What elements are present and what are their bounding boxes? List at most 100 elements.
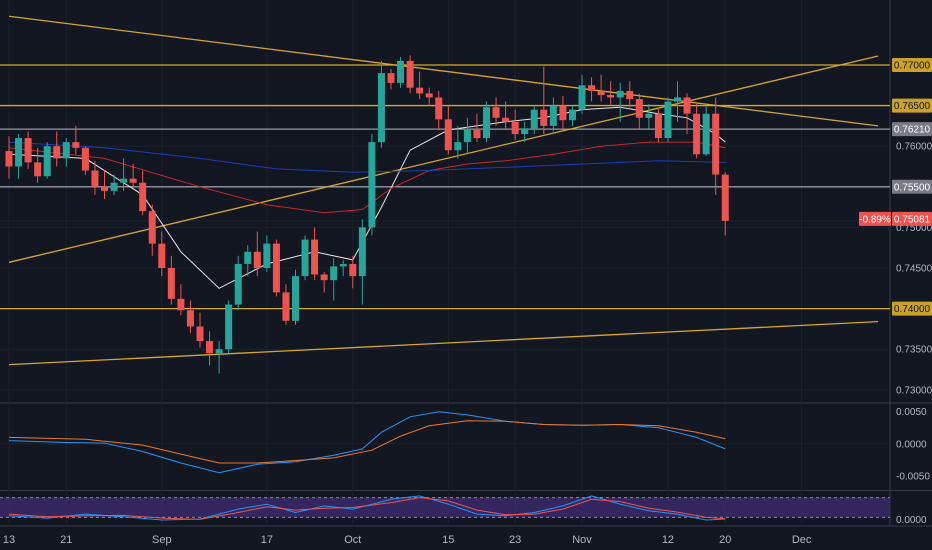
candle-body[interactable] <box>540 109 548 126</box>
candle-body[interactable] <box>377 73 385 143</box>
candle-body[interactable] <box>34 162 42 177</box>
macd-tick-label: 0.0000 <box>896 439 927 450</box>
candle-body[interactable] <box>206 341 214 354</box>
candle-body[interactable] <box>406 60 414 88</box>
candle-body[interactable] <box>330 266 338 281</box>
price-tick-label: 0.73500 <box>896 345 932 356</box>
candle-body[interactable] <box>81 147 89 171</box>
candle-body[interactable] <box>568 109 576 121</box>
candle-body[interactable] <box>139 182 147 212</box>
candle-body[interactable] <box>511 121 519 134</box>
candle-body[interactable] <box>43 146 51 177</box>
macd-tick-label: -0.0050 <box>896 471 930 482</box>
candle-body[interactable] <box>110 182 118 191</box>
candle-body[interactable] <box>5 151 13 167</box>
candle-body[interactable] <box>454 142 462 151</box>
candle-body[interactable] <box>721 174 729 221</box>
moving-average-line <box>8 141 726 173</box>
candle-body[interactable] <box>196 326 204 342</box>
candle-body[interactable] <box>15 138 23 167</box>
candle-body[interactable] <box>177 298 185 311</box>
macd-series-line <box>8 420 726 464</box>
candle-body[interactable] <box>339 263 347 267</box>
candle-body[interactable] <box>530 109 538 129</box>
candle-body[interactable] <box>101 186 108 191</box>
candle-body[interactable] <box>253 251 261 268</box>
candle-body[interactable] <box>53 146 61 159</box>
stochastic-panel[interactable] <box>0 495 890 521</box>
change-badge-label: -0.89% <box>859 214 891 225</box>
candle-body[interactable] <box>416 87 424 94</box>
candle-body[interactable] <box>664 101 672 139</box>
stoch-tick-label: 0.0000 <box>896 515 927 526</box>
candle-body[interactable] <box>435 97 443 120</box>
candle-body[interactable] <box>502 117 510 122</box>
candle-body[interactable] <box>263 243 271 268</box>
trendline[interactable] <box>8 15 879 127</box>
macd-panel[interactable] <box>0 411 890 474</box>
price-level-label: 0.75500 <box>894 182 931 193</box>
price-panel[interactable] <box>0 15 890 374</box>
candle-body[interactable] <box>473 129 481 139</box>
candle-body[interactable] <box>320 274 328 281</box>
candle-body[interactable] <box>521 128 529 134</box>
time-axis-label: 20 <box>719 534 731 546</box>
price-level-label: 0.77000 <box>894 60 931 71</box>
candle-body[interactable] <box>186 310 194 327</box>
price-level-tag <box>892 179 932 194</box>
candle-body[interactable] <box>72 142 80 148</box>
candle-body[interactable] <box>167 268 175 299</box>
candle-body[interactable] <box>549 105 557 126</box>
candle-body[interactable] <box>645 113 653 118</box>
candle-body[interactable] <box>635 99 643 118</box>
candle-body[interactable] <box>425 93 433 98</box>
candle-body[interactable] <box>91 170 99 187</box>
candle-body[interactable] <box>311 239 319 275</box>
price-level-label: 0.76500 <box>894 101 931 112</box>
candle-body[interactable] <box>607 95 615 98</box>
candle-body[interactable] <box>358 227 366 277</box>
time-axis[interactable]: 13 21 Sep 17 Oct 15 23 Nov 12 20 Dec <box>3 534 812 546</box>
candle-body[interactable] <box>626 90 634 100</box>
macd-tick-label: 0.0050 <box>896 407 927 418</box>
candle-body[interactable] <box>234 263 242 305</box>
price-level-label: 0.76210 <box>894 125 931 136</box>
price-tick-label: 0.76000 <box>896 142 932 153</box>
candle-body[interactable] <box>712 113 720 175</box>
candle-body[interactable] <box>129 178 137 183</box>
candle-body[interactable] <box>387 73 395 83</box>
time-axis-label: 13 <box>3 534 15 546</box>
candle-body[interactable] <box>244 251 252 264</box>
candle-body[interactable] <box>301 239 309 277</box>
candle-body[interactable] <box>24 138 32 163</box>
candle-body[interactable] <box>397 60 405 83</box>
candle-body[interactable] <box>148 211 156 244</box>
candle-body[interactable] <box>483 107 490 139</box>
candle-body[interactable] <box>559 105 567 121</box>
candle-body[interactable] <box>225 304 233 350</box>
candle-body[interactable] <box>654 113 662 139</box>
candle-body[interactable] <box>292 276 299 321</box>
candle-body[interactable] <box>597 90 605 96</box>
candle-body[interactable] <box>588 85 596 91</box>
price-axis[interactable]: 0.77000 0.76500 0.76210 0.76000 0.75500 0.750… <box>859 57 932 526</box>
candle-body[interactable] <box>702 113 710 155</box>
candle-body[interactable] <box>683 97 691 114</box>
candle-body[interactable] <box>368 142 376 228</box>
candle-body[interactable] <box>693 113 701 155</box>
candle-body[interactable] <box>62 142 70 159</box>
candle-body[interactable] <box>492 107 500 118</box>
candle-body[interactable] <box>463 129 471 143</box>
candle-body[interactable] <box>120 178 128 183</box>
candle-body[interactable] <box>272 243 280 293</box>
candle-body[interactable] <box>282 292 290 321</box>
candle-body[interactable] <box>215 349 223 354</box>
candle-body[interactable] <box>349 263 357 277</box>
candle-body[interactable] <box>674 97 681 102</box>
candle-body[interactable] <box>616 90 624 98</box>
trendline[interactable] <box>8 320 879 366</box>
candle-body[interactable] <box>158 243 166 268</box>
candle-body[interactable] <box>444 119 452 151</box>
candle-body[interactable] <box>578 85 586 110</box>
